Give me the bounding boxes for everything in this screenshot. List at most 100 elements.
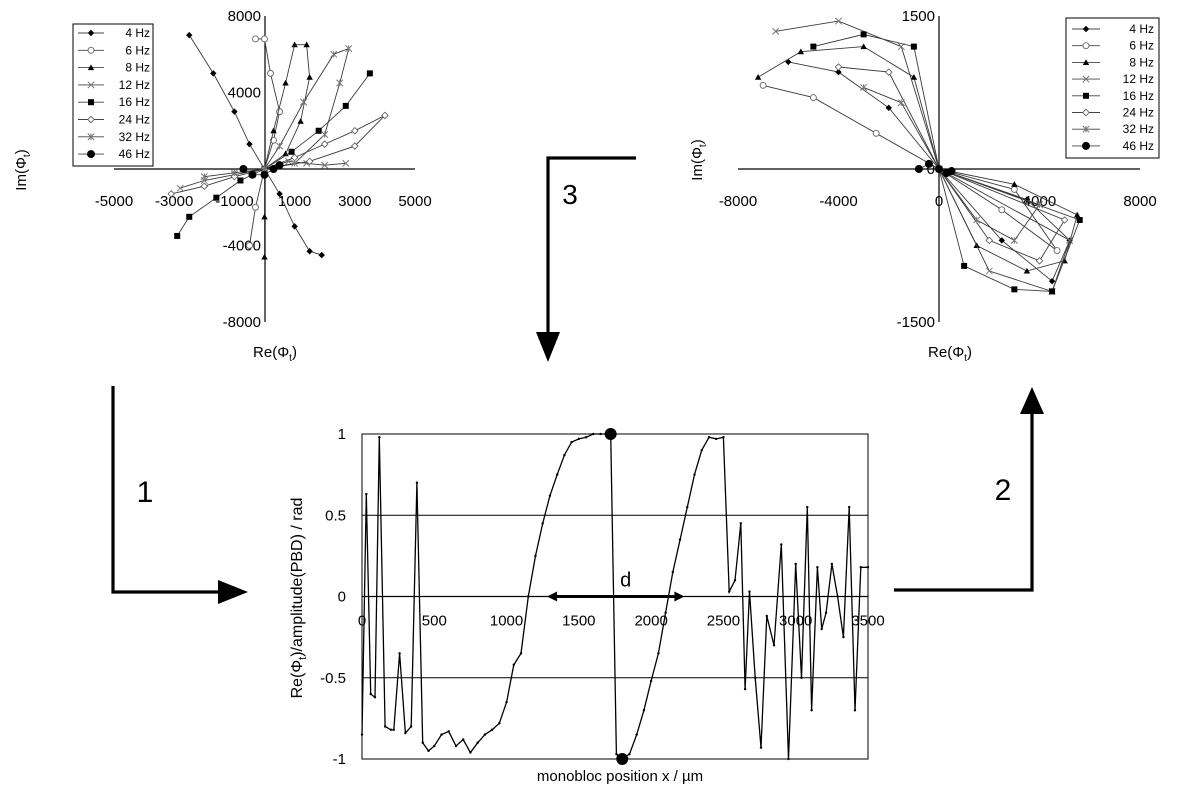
legend-label: 24 Hz xyxy=(1123,106,1154,120)
data-point xyxy=(282,79,289,86)
legend-entry: 46 Hz xyxy=(1072,139,1154,153)
legend-entry: 4 Hz xyxy=(1072,22,1154,36)
data-point xyxy=(409,725,413,728)
data-point xyxy=(321,161,329,169)
y-tick-label: -0.5 xyxy=(320,670,346,687)
data-point xyxy=(657,652,660,655)
data-point xyxy=(200,182,209,190)
series-46-hz xyxy=(239,161,284,179)
legend-label: 12 Hz xyxy=(119,78,150,92)
data-point xyxy=(910,74,918,80)
data-point xyxy=(381,111,389,120)
data-point xyxy=(810,709,813,712)
y-tick-label: 1 xyxy=(338,426,346,443)
series-12-hz xyxy=(772,17,1074,295)
y-tick-label: -1500 xyxy=(897,314,935,331)
data-point xyxy=(635,733,638,736)
x-tick-label: 2500 xyxy=(707,613,740,630)
data-point xyxy=(336,79,344,87)
legend-entry: 32 Hz xyxy=(78,130,150,144)
series-8-hz xyxy=(754,43,1081,274)
data-point xyxy=(345,44,353,53)
data-point xyxy=(834,63,843,71)
series-group xyxy=(167,31,389,260)
y-tick-labels: 8000 4000 -4000 -8000 xyxy=(223,8,261,331)
data-point xyxy=(231,108,238,115)
data-point xyxy=(427,749,430,753)
data-point xyxy=(320,140,329,148)
legend-label: 46 Hz xyxy=(119,147,150,161)
data-point xyxy=(973,216,981,224)
data-point xyxy=(318,251,325,259)
legend-entry: 12 Hz xyxy=(1072,72,1154,86)
series-16-hz xyxy=(810,31,1083,295)
distance-arrow-left xyxy=(547,591,558,602)
x-tick-label: -3000 xyxy=(155,193,193,210)
x-tick-label: 8000 xyxy=(1123,193,1156,210)
data-point xyxy=(961,262,968,269)
data-point xyxy=(820,627,823,631)
data-point xyxy=(541,522,544,525)
series-46-hz xyxy=(914,159,956,178)
legend-marker xyxy=(1082,75,1090,83)
data-point xyxy=(830,562,834,566)
data-point xyxy=(260,170,269,179)
data-point xyxy=(780,543,783,546)
data-point xyxy=(628,752,631,756)
data-point xyxy=(512,663,515,666)
x-tick-label: 3000 xyxy=(338,193,371,210)
distance-label: d xyxy=(620,570,631,592)
data-point xyxy=(505,700,508,704)
data-point xyxy=(1010,236,1018,244)
legend-marker xyxy=(1082,108,1090,117)
data-point xyxy=(1010,185,1018,193)
x-tick-label: 1000 xyxy=(490,613,523,630)
data-point xyxy=(754,74,762,80)
legend-label: 12 Hz xyxy=(1123,72,1154,86)
data-point xyxy=(649,679,653,683)
legend-label: 6 Hz xyxy=(1129,39,1154,53)
x-axis-label: monobloc position x / µm xyxy=(537,768,703,785)
data-point xyxy=(772,27,780,35)
data-point xyxy=(483,733,487,736)
data-point xyxy=(261,213,268,220)
data-point xyxy=(809,94,817,102)
data-point xyxy=(421,741,424,744)
data-point xyxy=(722,436,725,439)
legend-entry: 6 Hz xyxy=(78,43,150,57)
legend-entry: 24 Hz xyxy=(78,113,150,127)
data-point xyxy=(1048,278,1056,285)
data-point xyxy=(998,206,1006,214)
extremum-marker xyxy=(604,428,617,440)
data-point xyxy=(853,709,857,712)
series-line xyxy=(813,33,1081,292)
series-6-hz xyxy=(759,81,1061,255)
y-tick-label: -1 xyxy=(333,751,346,768)
data-point xyxy=(772,644,776,647)
y-tick-label: 1500 xyxy=(902,8,935,25)
data-point xyxy=(239,165,248,173)
legend-entry: 8 Hz xyxy=(1072,55,1154,69)
data-point xyxy=(678,538,682,541)
data-point xyxy=(186,213,193,220)
legend-marker xyxy=(1082,25,1090,33)
series-line xyxy=(775,20,1071,292)
data-point xyxy=(342,102,349,109)
data-point xyxy=(245,242,253,249)
data-point xyxy=(213,194,220,201)
data-point xyxy=(836,595,839,598)
data-point xyxy=(914,165,923,173)
data-point xyxy=(519,652,523,655)
x-tick-labels: -5000 -3000 -1000 1000 3000 5000 xyxy=(95,193,432,210)
legend-marker xyxy=(1083,92,1089,99)
legend-marker xyxy=(87,29,95,37)
data-point xyxy=(404,731,407,735)
legend-marker xyxy=(1082,141,1090,150)
legend-marker xyxy=(87,150,95,159)
data-point xyxy=(176,184,184,192)
legend-entry: 6 Hz xyxy=(1072,39,1154,53)
data-point xyxy=(246,140,253,148)
legend-entry: 8 Hz xyxy=(78,61,150,75)
data-point xyxy=(866,566,870,569)
y-tick-labels: 1 0.5 0 -0.5 -1 xyxy=(320,426,346,768)
